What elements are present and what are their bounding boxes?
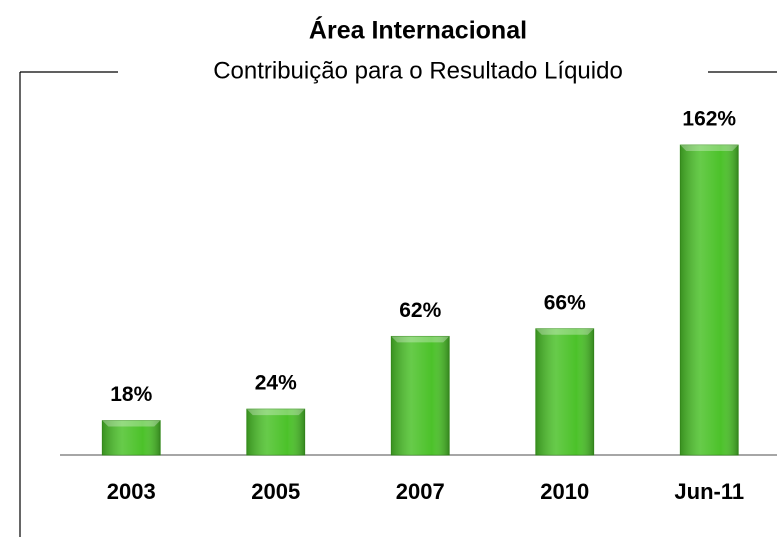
- x-tick-label: 2005: [251, 479, 300, 504]
- value-label: 62%: [399, 299, 441, 322]
- bar: [535, 328, 595, 456]
- bar: [390, 335, 450, 456]
- chart-title: Área Internacional: [309, 16, 527, 45]
- bar-bevel: [535, 328, 594, 335]
- bar-bevel: [102, 420, 161, 427]
- bar-bevel: [680, 145, 739, 151]
- chart-subtitle: Contribuição para o Resultado Líquido: [213, 57, 623, 84]
- bar-bevel: [391, 336, 450, 343]
- value-label: 66%: [544, 291, 586, 314]
- bar: [679, 144, 739, 456]
- x-tick-label: 2003: [107, 479, 156, 504]
- bar: [246, 408, 306, 456]
- x-tick-label: 2010: [540, 479, 589, 504]
- x-tick-label: 2007: [396, 479, 445, 504]
- x-tick-label: Jun-11: [674, 479, 744, 504]
- value-label: 18%: [110, 383, 152, 406]
- bar-bevel: [246, 409, 305, 416]
- value-label: 24%: [255, 372, 297, 395]
- value-label: 162%: [682, 108, 736, 131]
